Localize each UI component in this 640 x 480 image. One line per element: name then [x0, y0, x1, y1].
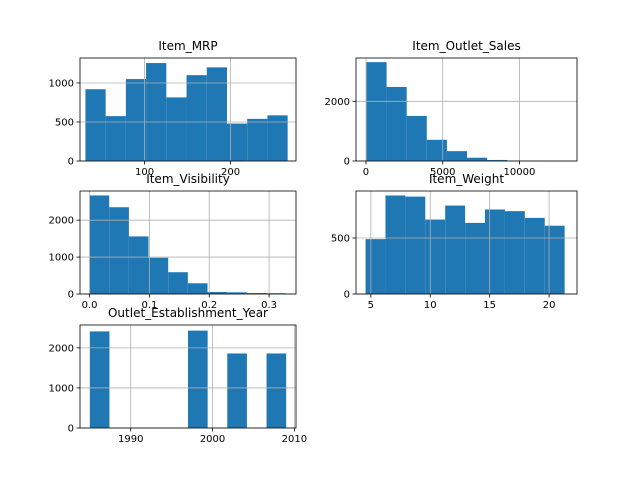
y-tick-label: 1000 [49, 253, 74, 264]
histogram-bar [465, 222, 486, 294]
histogram-bar [485, 209, 505, 294]
x-tick-label: 15 [483, 300, 496, 311]
histogram-bar [267, 115, 288, 161]
y-tick-label: 0 [68, 157, 74, 168]
histogram-bar [524, 217, 545, 294]
histogram-bar [85, 89, 106, 161]
x-tick-label: 0 [363, 167, 369, 178]
x-tick-label: 2010 [282, 434, 307, 445]
histogram-bar [446, 151, 467, 161]
histogram-bar [487, 159, 508, 161]
histogram-bar [125, 79, 147, 161]
histogram-bar [109, 207, 129, 294]
histogram-bar [385, 195, 406, 294]
histogram-bar [504, 211, 525, 294]
y-tick-label: 500 [331, 234, 350, 245]
histogram-bar [206, 67, 227, 161]
histogram-bar [366, 62, 387, 161]
x-tick-label: 5000 [430, 167, 455, 178]
y-tick-label: 0 [344, 157, 350, 168]
histogram-bar [188, 330, 208, 428]
histogram-bar [186, 75, 207, 161]
x-tick-label: 10 [424, 300, 437, 311]
subplot-title: Item_MRP [158, 39, 217, 53]
histogram-bar [89, 195, 110, 294]
subplot-3: 0.0 0.1 0.2 0.3 0 1000 2000 Item_Visibility [49, 172, 297, 311]
histogram-bar [226, 123, 248, 161]
y-tick-label: 500 [55, 117, 74, 128]
histogram-bar [246, 293, 267, 294]
histogram-bar [227, 353, 247, 428]
axes-frame [355, 190, 578, 295]
histogram-bar [168, 272, 188, 294]
y-tick-label: 2000 [49, 216, 74, 227]
histogram-bar [128, 236, 149, 294]
subplot-5: 1990 2000 2010 0 1000 2000 Outlet_Establishmen… [49, 306, 308, 445]
histogram-bar [266, 353, 287, 428]
histogram-bar [406, 115, 427, 161]
axes-frame [355, 57, 578, 162]
y-tick-label: 0 [344, 290, 350, 301]
histogram-bar [426, 139, 447, 161]
subplot-1: 100 200 0 500 1000 Item_MRP [49, 39, 297, 178]
histogram-bar [146, 63, 167, 161]
histogram-bar [227, 292, 247, 294]
histogram-bar [365, 239, 386, 294]
subplot-2: 0 5000 10000 0 2000 Item_Outlet_Sales [325, 39, 578, 178]
x-tick-label: 10000 [504, 167, 536, 178]
axes-frame [79, 190, 297, 295]
axes-frame [79, 57, 297, 162]
x-tick-label: 200 [221, 167, 240, 178]
histogram-bar [89, 331, 110, 428]
x-tick-label: 5 [368, 300, 374, 311]
y-tick-label: 0 [68, 424, 74, 435]
y-tick-label: 1000 [49, 78, 74, 89]
subplot-title: Item_Outlet_Sales [412, 39, 520, 53]
subplot-title: Item_Visibility [146, 172, 230, 186]
histogram-bar [166, 97, 187, 161]
x-tick-label: 100 [135, 167, 154, 178]
y-tick-label: 2000 [49, 343, 74, 354]
histogram-bar [467, 157, 488, 161]
y-tick-label: 2000 [325, 97, 350, 108]
subplot-title: Outlet_Establishment_Year [108, 306, 268, 320]
histogram-bar [445, 205, 466, 294]
subplot-title: Item_Weight [429, 172, 504, 186]
x-tick-label: 0.3 [261, 300, 277, 311]
x-tick-label: 2000 [200, 434, 225, 445]
histogram-bar [425, 219, 446, 294]
y-tick-label: 1000 [49, 383, 74, 394]
histogram-bar [105, 116, 126, 161]
x-tick-label: 0.1 [141, 300, 157, 311]
x-tick-label: 0.2 [201, 300, 217, 311]
subplot-4: 5 10 15 20 0 500 Item_Weight [331, 172, 578, 311]
x-tick-label: 0.0 [82, 300, 98, 311]
histogram-bar [405, 196, 426, 294]
histogram-bar [148, 257, 169, 294]
axes-frame [79, 324, 297, 429]
histogram-bar [207, 291, 228, 294]
histogram-bar [187, 283, 208, 294]
x-tick-label: 1990 [118, 434, 143, 445]
histogram-bar [386, 86, 407, 161]
y-tick-label: 0 [68, 290, 74, 301]
histogram-bar [544, 225, 565, 294]
x-tick-label: 20 [543, 300, 556, 311]
histogram-bar [247, 118, 268, 161]
